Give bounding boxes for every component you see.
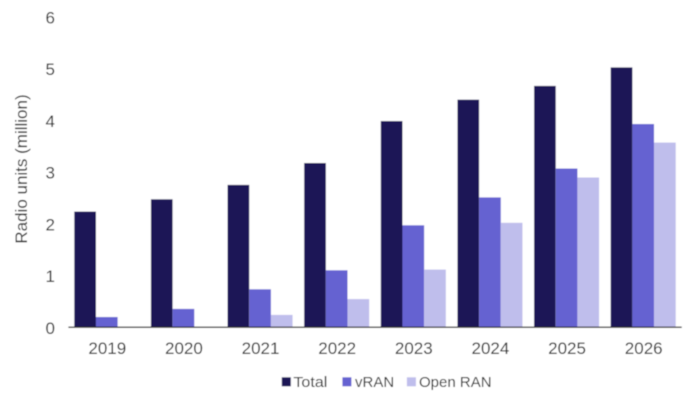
- svg-text:2024: 2024: [472, 339, 510, 358]
- svg-text:Open RAN: Open RAN: [419, 374, 492, 391]
- svg-text:2026: 2026: [625, 339, 663, 358]
- svg-text:0: 0: [46, 319, 55, 338]
- svg-text:2025: 2025: [548, 339, 586, 358]
- svg-text:Radio units (million): Radio units (million): [12, 94, 31, 243]
- svg-text:2022: 2022: [318, 339, 356, 358]
- svg-text:2021: 2021: [242, 339, 280, 358]
- svg-text:4: 4: [46, 112, 55, 131]
- svg-text:vRAN: vRAN: [355, 374, 394, 391]
- svg-text:3: 3: [46, 164, 55, 183]
- svg-text:2019: 2019: [88, 339, 126, 358]
- svg-text:2020: 2020: [165, 339, 203, 358]
- svg-text:Total: Total: [293, 374, 327, 391]
- svg-text:5: 5: [46, 60, 55, 79]
- svg-text:2: 2: [46, 215, 55, 234]
- svg-text:2023: 2023: [395, 339, 433, 358]
- svg-text:6: 6: [46, 8, 55, 27]
- svg-text:1: 1: [46, 267, 55, 286]
